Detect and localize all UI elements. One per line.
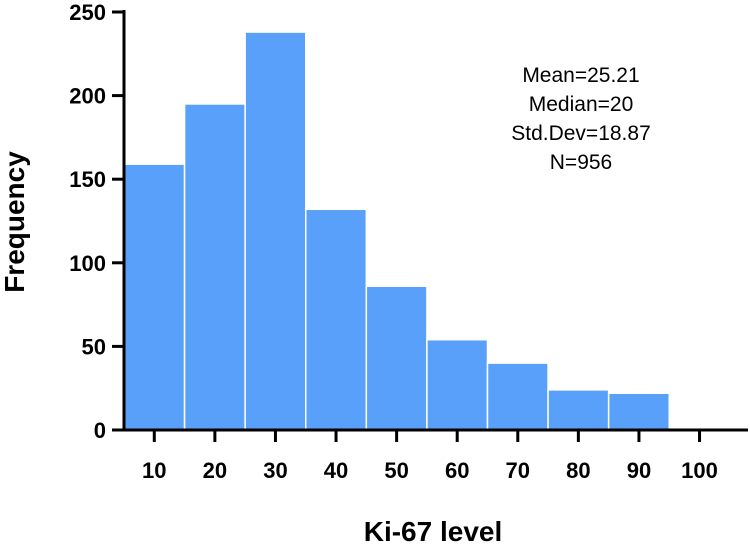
stats-median: Median=20 <box>529 93 634 116</box>
x-axis-title: Ki-67 level <box>364 516 503 547</box>
x-tick-label-90: 90 <box>627 458 651 483</box>
x-tick-label-10: 10 <box>142 458 166 483</box>
stats-std-dev: Std.Dev=18.87 <box>511 122 651 145</box>
x-tick-label-40: 40 <box>324 458 348 483</box>
x-ticks-group: 10 20 30 40 50 60 70 80 90 100 <box>142 430 718 483</box>
bar-50 <box>365 285 428 431</box>
x-tick-label-100: 100 <box>681 458 718 483</box>
x-tick-label-60: 60 <box>445 458 469 483</box>
y-tick-label-100: 100 <box>69 251 106 276</box>
axes-group <box>122 10 748 432</box>
bar-90 <box>607 392 670 431</box>
x-tick-label-80: 80 <box>566 458 590 483</box>
y-tick-label-0: 0 <box>94 418 106 443</box>
y-ticks-group: 0 50 100 150 200 250 <box>69 0 124 443</box>
bar-40 <box>304 208 368 431</box>
stats-mean: Mean=25.21 <box>522 64 639 87</box>
bar-60 <box>426 338 489 431</box>
x-tick-label-30: 30 <box>263 458 287 483</box>
stats-annotation: Mean=25.21 Median=20 Std.Dev=18.87 N=956 <box>511 64 651 174</box>
bar-80 <box>547 389 610 431</box>
y-tick-label-250: 250 <box>69 0 106 25</box>
bar-20 <box>183 103 246 431</box>
bars-group <box>123 31 670 431</box>
x-tick-label-20: 20 <box>203 458 227 483</box>
bar-10 <box>123 163 186 431</box>
y-tick-label-50: 50 <box>82 334 106 359</box>
bar-70 <box>486 362 549 431</box>
y-tick-label-200: 200 <box>69 84 106 109</box>
y-axis-title: Frequency <box>0 151 30 293</box>
stats-n: N=956 <box>550 151 612 174</box>
bar-30 <box>244 31 307 431</box>
x-tick-label-50: 50 <box>384 458 408 483</box>
y-tick-label-150: 150 <box>69 167 106 192</box>
x-tick-label-70: 70 <box>506 458 530 483</box>
